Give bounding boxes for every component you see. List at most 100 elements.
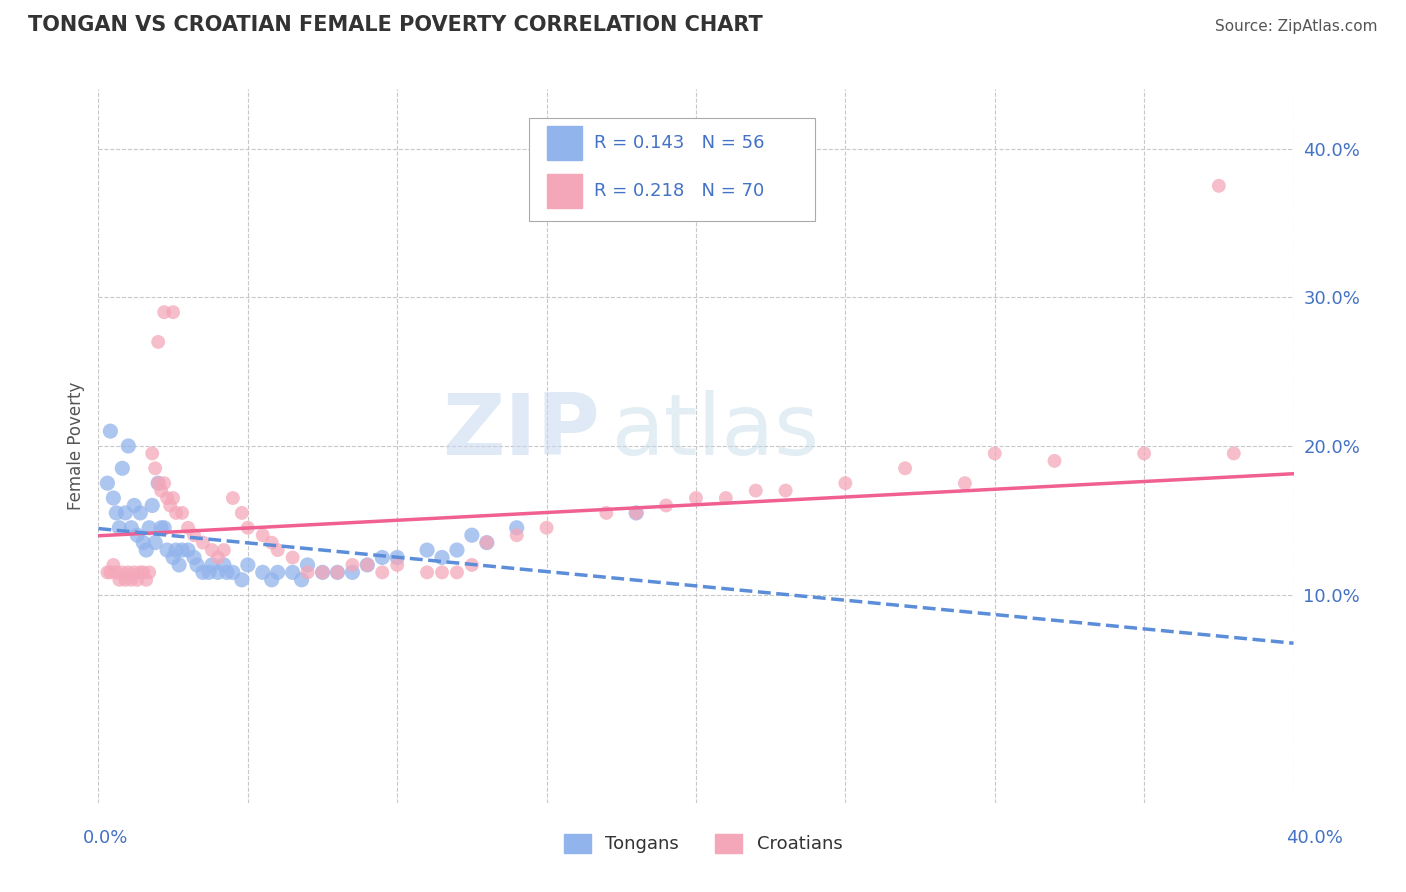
Point	[326, 566, 349, 580]
Point	[342, 566, 364, 580]
Point	[326, 566, 349, 580]
Point	[416, 566, 439, 580]
Point	[291, 573, 314, 587]
Text: ZIP: ZIP	[443, 390, 600, 474]
Point	[108, 521, 131, 535]
Point	[153, 521, 176, 535]
Point	[148, 476, 170, 491]
Point	[191, 535, 214, 549]
Point	[1208, 178, 1230, 193]
Point	[141, 446, 163, 460]
Point	[385, 558, 409, 572]
Point	[98, 566, 122, 580]
Point	[685, 491, 707, 505]
Point	[129, 506, 152, 520]
Point	[385, 550, 409, 565]
Point	[260, 573, 283, 587]
Point	[117, 439, 139, 453]
Point	[222, 566, 245, 580]
Point	[132, 566, 155, 580]
Point	[297, 558, 319, 572]
Point	[446, 566, 468, 580]
Point	[120, 573, 142, 587]
Point	[96, 566, 118, 580]
Point	[111, 566, 134, 580]
Point	[96, 476, 118, 491]
Point	[153, 305, 176, 319]
Point	[201, 558, 224, 572]
Point	[172, 543, 194, 558]
Point	[297, 566, 319, 580]
Point	[342, 558, 364, 572]
Point	[156, 491, 179, 505]
Point	[212, 543, 235, 558]
Point	[506, 521, 529, 535]
Point	[281, 550, 304, 565]
Point	[183, 550, 205, 565]
Point	[150, 521, 173, 535]
Point	[252, 528, 274, 542]
Point	[222, 491, 245, 505]
Point	[111, 461, 134, 475]
Point	[252, 566, 274, 580]
Point	[132, 535, 155, 549]
Point	[103, 491, 125, 505]
Text: 0.0%: 0.0%	[83, 829, 128, 847]
Point	[162, 550, 184, 565]
Point	[506, 528, 529, 542]
Point	[430, 566, 453, 580]
Point	[267, 566, 290, 580]
Point	[626, 506, 648, 520]
Point	[984, 446, 1007, 460]
Point	[114, 573, 136, 587]
Point	[108, 573, 131, 587]
Text: atlas: atlas	[613, 390, 820, 474]
Point	[105, 506, 128, 520]
Point	[1133, 446, 1156, 460]
FancyBboxPatch shape	[529, 118, 815, 221]
Point	[172, 506, 194, 520]
Bar	[547, 126, 582, 160]
Point	[135, 543, 157, 558]
Point	[183, 528, 205, 542]
Point	[150, 483, 173, 498]
Point	[236, 558, 259, 572]
Point	[231, 506, 253, 520]
Point	[143, 461, 166, 475]
Point	[153, 476, 176, 491]
Point	[461, 528, 484, 542]
Legend: Tongans, Croatians: Tongans, Croatians	[557, 827, 849, 861]
Point	[165, 506, 187, 520]
Point	[267, 543, 290, 558]
Point	[105, 566, 128, 580]
Text: Source: ZipAtlas.com: Source: ZipAtlas.com	[1215, 20, 1378, 34]
Point	[148, 476, 170, 491]
Point	[177, 543, 200, 558]
Point	[953, 476, 976, 491]
Point	[201, 543, 224, 558]
Text: R = 0.143   N = 56: R = 0.143 N = 56	[595, 134, 765, 152]
Point	[894, 461, 917, 475]
Point	[834, 476, 856, 491]
Point	[177, 521, 200, 535]
Point	[207, 550, 229, 565]
Point	[186, 558, 208, 572]
Point	[120, 521, 142, 535]
Point	[371, 550, 394, 565]
Point	[114, 506, 136, 520]
Point	[356, 558, 378, 572]
Point	[135, 573, 157, 587]
Point	[371, 566, 394, 580]
Point	[191, 566, 214, 580]
Bar	[547, 174, 582, 208]
Point	[138, 521, 160, 535]
Point	[124, 566, 146, 580]
Point	[141, 499, 163, 513]
Point	[231, 573, 253, 587]
Text: R = 0.218   N = 70: R = 0.218 N = 70	[595, 182, 765, 200]
Point	[129, 566, 152, 580]
Point	[198, 566, 221, 580]
Point	[138, 566, 160, 580]
Point	[595, 506, 617, 520]
Point	[475, 535, 498, 549]
